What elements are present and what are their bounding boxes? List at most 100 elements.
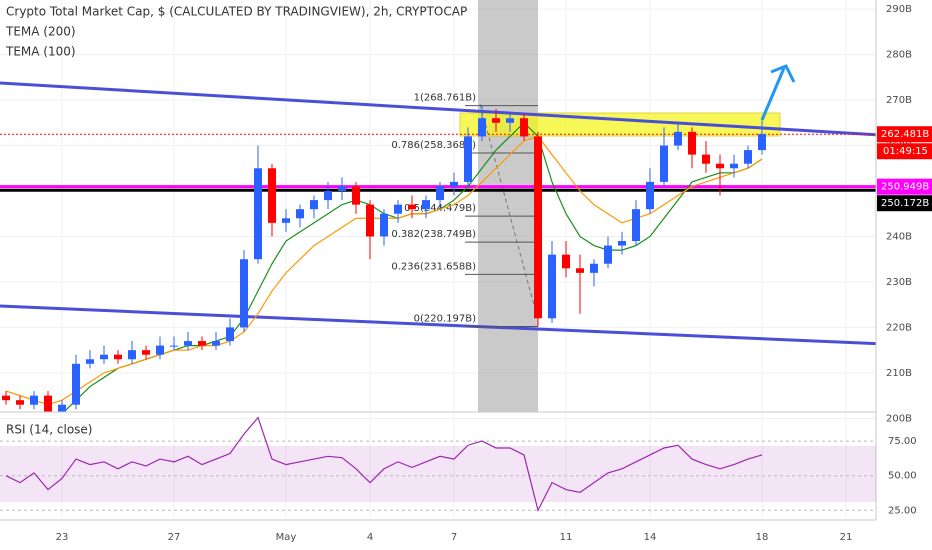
candle-body	[128, 350, 136, 360]
candle-body	[254, 168, 262, 260]
candle-body	[184, 341, 192, 346]
candle-body	[632, 209, 640, 242]
candle-body	[86, 359, 94, 364]
candle-body	[72, 363, 80, 405]
rsi-pane	[0, 416, 876, 513]
legend-entry: TEMA (200)	[5, 25, 76, 39]
candle-body	[562, 254, 570, 269]
candle-body	[366, 204, 374, 237]
candle-body	[408, 204, 416, 210]
candle-body	[296, 209, 304, 219]
y-tick-label: 200B	[886, 413, 912, 424]
candle-body	[492, 118, 500, 123]
main-pane: 1(268.761B)0.786(258.368B)0.5(244.479B)0…	[0, 0, 876, 412]
price-tag	[877, 195, 932, 212]
date-range-highlight	[478, 0, 538, 412]
price-plot: 1(268.761B)0.786(258.368B)0.5(244.479B)0…	[0, 93, 876, 412]
y-tick-label: 290B	[886, 4, 912, 15]
candle-body	[422, 200, 430, 210]
candle-body	[744, 150, 752, 164]
candle-body	[44, 395, 52, 412]
upper-trendline	[0, 81, 876, 137]
fib-trend	[479, 103, 539, 321]
candle-body	[156, 345, 164, 355]
candle-body	[464, 136, 472, 182]
x-tick-label: 21	[840, 532, 853, 543]
candle-body	[646, 181, 654, 210]
candle-body	[394, 204, 402, 214]
fib-label: 0.236(231.658B)	[391, 261, 476, 272]
candle-body	[142, 350, 150, 355]
rsi-tick-label: 25.00	[888, 505, 917, 516]
x-tick-label: May	[276, 532, 297, 543]
candle-body	[660, 145, 668, 182]
fib-label: 1(268.761B)	[414, 93, 476, 104]
y-tick-label: 220B	[886, 322, 912, 333]
candle-body	[730, 163, 738, 169]
candle-body	[324, 190, 332, 201]
candle-body	[674, 131, 682, 146]
candle-body	[268, 168, 276, 223]
price-tag	[877, 126, 932, 143]
rsi-tick-label: 75.00	[888, 436, 917, 447]
candle-body	[100, 354, 108, 360]
rsi-tick-label: 50.00	[888, 471, 917, 482]
x-tick-label: 23	[56, 532, 69, 543]
price-tag-label: 262.481B	[881, 129, 929, 140]
resistance-box	[459, 112, 781, 137]
candle-body	[16, 400, 24, 405]
candle-body	[352, 186, 360, 205]
candle-body	[212, 341, 220, 346]
grid	[0, 0, 876, 520]
candle-body	[310, 200, 318, 210]
candle-body	[198, 341, 206, 346]
x-tick-label: 27	[168, 532, 181, 543]
legend-entry: TEMA (100)	[5, 45, 76, 59]
fib-label: 0.786(258.368B)	[391, 140, 476, 151]
fib-label: 0.382(238.749B)	[391, 229, 476, 240]
candle-body	[478, 118, 486, 137]
candle-body	[226, 327, 234, 342]
candle-body	[58, 404, 66, 412]
price-tag-label: 250.172B	[881, 198, 929, 209]
candle-body	[2, 395, 10, 401]
candle-body	[282, 218, 290, 223]
candle-body	[450, 181, 458, 187]
fib-label: 0(220.197B)	[414, 314, 476, 325]
lower-trendline	[0, 304, 876, 346]
candle-body	[520, 118, 528, 137]
candle-body	[506, 118, 514, 123]
candle-body	[758, 134, 766, 151]
candle-body	[716, 163, 724, 169]
rsi-line	[5, 416, 763, 513]
candle-body	[170, 345, 178, 347]
y-tick-label: 240B	[886, 231, 912, 242]
x-tick-label: 18	[756, 532, 769, 543]
countdown-tag	[877, 143, 932, 160]
forecast-arrow	[760, 64, 796, 121]
candle-body	[548, 254, 556, 319]
candle-body	[534, 136, 542, 319]
rsi-band	[0, 446, 876, 502]
y-tick-label: 280B	[886, 50, 912, 61]
x-tick-label: 11	[560, 532, 573, 543]
x-tick-label: 14	[644, 532, 657, 543]
candle-body	[30, 395, 38, 405]
price-tag-label: 250.949B	[881, 182, 929, 193]
candle-body	[240, 259, 248, 328]
candle-body	[576, 268, 584, 273]
y-tick-label: 210B	[886, 368, 912, 379]
y-tick-label: 270B	[886, 95, 912, 106]
candle-body	[436, 186, 444, 201]
candle-body	[688, 131, 696, 155]
price-tag	[877, 178, 932, 195]
chart-title: Crypto Total Market Cap, $ (CALCULATED B…	[6, 5, 467, 19]
rsi-title: RSI (14, close)	[6, 423, 92, 437]
candle-body	[604, 245, 612, 264]
x-tick-label: 7	[451, 532, 457, 543]
y-tick-label: 230B	[886, 277, 912, 288]
candle-body	[338, 186, 346, 191]
x-tick-label: 4	[367, 532, 373, 543]
candle-body	[114, 354, 122, 360]
